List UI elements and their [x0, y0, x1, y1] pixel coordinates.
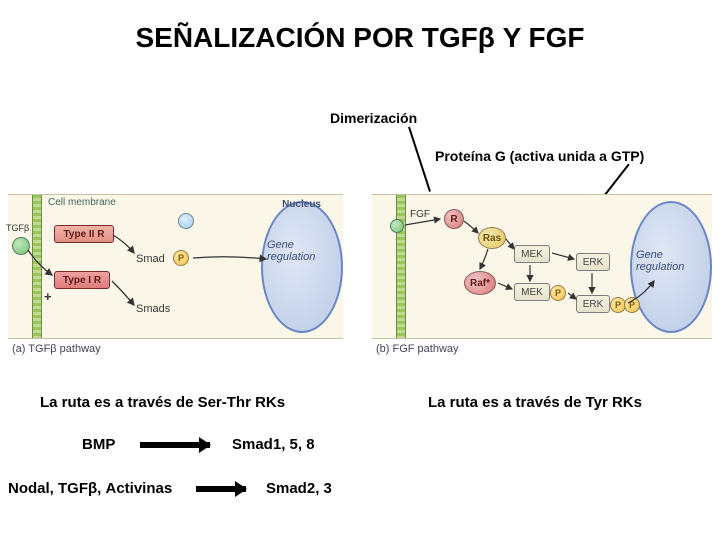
receptor-typeI: Type I R [54, 271, 110, 289]
ligand-tgfb [12, 237, 30, 255]
ligand-fgf [390, 219, 404, 233]
gene-reg-a: Gene regulation [267, 239, 335, 263]
ras-node: Ras [478, 227, 506, 249]
mek-box-2: MEK [514, 283, 550, 301]
gene-reg-b: Gene regulation [636, 249, 704, 273]
panel-fgf: FGF R Ras Raf* MEK MEK P ERK ERK P P Gen… [372, 194, 712, 339]
map-smad158: Smad1, 5, 8 [232, 436, 315, 453]
smads-label: Smads [136, 303, 170, 315]
panel-tgfb: Cell membrane Nucleus TGFβ Type II R Typ… [8, 194, 343, 339]
erk-box-1: ERK [576, 253, 610, 271]
arrow-row2 [196, 486, 246, 492]
gprotein-label: Proteína G (activa unida a GTP) [435, 148, 644, 164]
route-text-b: La ruta es a través de Tyr RKs [428, 394, 642, 411]
map-smad23: Smad2, 3 [266, 480, 332, 497]
receptor-typeII: Type II R [54, 225, 114, 243]
membrane-b [396, 195, 406, 338]
map-bmp: BMP [82, 436, 115, 453]
raf-node: Raf* [464, 271, 496, 295]
receptor-fgf: R [444, 209, 464, 229]
ligand-tgfb-label: TGFβ [6, 223, 29, 233]
mek-box-1: MEK [514, 245, 550, 263]
dimer-label: Dimerización [330, 110, 417, 126]
map-nodal: Nodal, TGFβ, Activinas [8, 480, 172, 497]
erk-box-2: ERK [576, 295, 610, 313]
smad-p-dot: P [173, 250, 189, 266]
dimer-arrow [408, 127, 430, 192]
cellmembrane-label: Cell membrane [48, 197, 116, 208]
route-text-a: La ruta es a través de Ser-Thr RKs [40, 394, 285, 411]
page-title: SEÑALIZACIÓN POR TGFβ Y FGF [0, 22, 720, 54]
mek-p-dot: P [550, 285, 566, 301]
erk-p-dot-2: P [624, 297, 640, 313]
arrow-row1 [140, 442, 210, 448]
nucleus-label-a: Nucleus [282, 199, 321, 210]
panel-a-caption: (a) TGFβ pathway [12, 343, 101, 355]
membrane-a [32, 195, 42, 338]
nucleus-a [261, 201, 343, 333]
smad4-ball [178, 213, 194, 229]
ligand-fgf-label: FGF [410, 209, 430, 220]
panel-b-caption: (b) FGF pathway [376, 343, 459, 355]
smad-label: Smad [136, 253, 165, 265]
plus-sign: + [44, 289, 52, 304]
